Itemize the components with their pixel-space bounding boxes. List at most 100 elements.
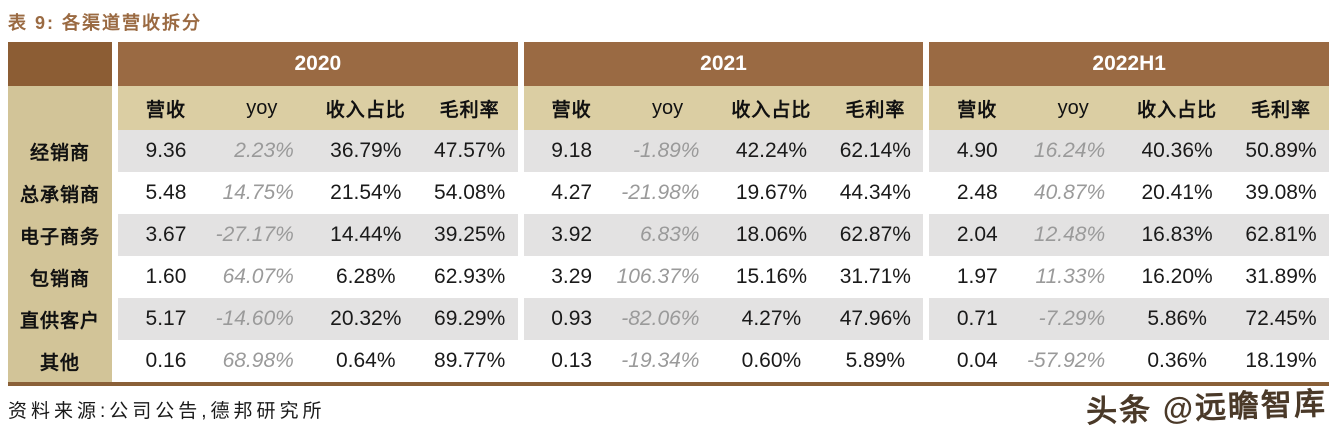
cell-share: 0.60%	[741, 349, 802, 372]
col-header-margin: 毛利率	[845, 99, 906, 121]
page: 表 9: 各渠道营收拆分 2020 2021 2022H1 营收 yoy	[8, 13, 1330, 422]
year-group-2022h1: 2022H1	[929, 42, 1330, 86]
cell-margin: 62.81%	[1245, 223, 1317, 246]
cell-revenue: 1.60	[145, 265, 187, 288]
column-gap	[112, 172, 118, 214]
column-gap	[112, 214, 118, 256]
cell-revenue: 2.04	[956, 223, 998, 246]
cell-share: 42.24%	[735, 139, 808, 162]
table-row: 总承销商 5.48 14.75% 21.54% 54.08% 4.27 -21.…	[8, 172, 1330, 214]
column-gap	[517, 214, 524, 256]
table-caption: 表 9: 各渠道营收拆分	[8, 13, 203, 33]
column-gap	[112, 130, 118, 172]
cell-revenue: 0.13	[551, 349, 593, 372]
cell-margin: 39.08%	[1245, 181, 1317, 204]
row-group-2022h1: 0.04 -57.92% 0.36% 18.19%	[929, 340, 1330, 382]
cell-revenue: 0.04	[956, 349, 998, 372]
cell-share: 16.83%	[1141, 223, 1213, 246]
column-gap	[517, 42, 524, 86]
cell-share: 21.54%	[330, 181, 402, 204]
row-group-2020: 5.17 -14.60% 20.32% 69.29%	[118, 298, 518, 340]
row-label: 经销商	[8, 130, 112, 172]
col-header-revenue: 营收	[551, 99, 592, 121]
cell-revenue: 0.16	[145, 349, 187, 372]
sub-header-row: 营收 yoy 收入占比 毛利率 营收 yoy 收入占比 毛利率 营收 yoy 收…	[8, 86, 1330, 130]
watermark: 头条 @远瞻智库	[1085, 385, 1328, 430]
col-header-share: 收入占比	[731, 99, 812, 121]
column-gap	[923, 298, 930, 340]
row-group-2020: 3.67 -27.17% 14.44% 39.25%	[118, 214, 518, 256]
cell-share: 20.41%	[1141, 181, 1213, 204]
cell-revenue: 3.29	[551, 265, 593, 288]
cell-yoy: 2.23%	[234, 139, 294, 162]
column-gap	[517, 340, 524, 382]
table-row: 经销商 9.36 2.23% 36.79% 47.57% 9.18 -1.89%…	[8, 130, 1330, 172]
cell-margin: 62.93%	[434, 265, 506, 288]
column-gap	[923, 340, 930, 382]
row-label: 包销商	[8, 256, 112, 298]
table-row: 其他 0.16 68.98% 0.64% 89.77% 0.13 -19.34%…	[8, 340, 1330, 382]
cell-revenue: 0.93	[551, 307, 593, 330]
column-gap	[517, 298, 524, 340]
cell-revenue: 1.97	[956, 265, 998, 288]
table-row: 包销商 1.60 64.07% 6.28% 62.93% 3.29 106.37…	[8, 256, 1330, 298]
cell-yoy: -21.98%	[621, 181, 700, 204]
cell-yoy: -27.17%	[215, 223, 294, 246]
sub-headers-2022h1: 营收 yoy 收入占比 毛利率	[929, 86, 1330, 130]
col-header-share: 收入占比	[1137, 99, 1218, 121]
cell-revenue: 3.92	[551, 223, 593, 246]
column-gap	[923, 214, 930, 256]
row-label: 直供客户	[8, 298, 112, 340]
cell-yoy: -82.06%	[621, 307, 700, 330]
row-group-2021: 3.29 106.37% 15.16% 31.71%	[523, 256, 924, 298]
col-header-revenue: 营收	[145, 99, 186, 121]
cell-yoy: 16.24%	[1033, 139, 1106, 162]
cell-revenue: 2.48	[956, 181, 998, 204]
cell-revenue: 9.18	[551, 139, 593, 162]
cell-yoy: 40.87%	[1033, 181, 1106, 204]
row-group-2020: 9.36 2.23% 36.79% 47.57%	[118, 130, 518, 172]
col-header-yoy: yoy	[651, 96, 684, 119]
row-label: 总承销商	[8, 172, 112, 214]
cell-margin: 39.25%	[434, 223, 506, 246]
col-header-margin: 毛利率	[1251, 99, 1312, 121]
column-gap	[517, 130, 524, 172]
cell-yoy: 68.98%	[222, 349, 294, 372]
column-gap	[112, 86, 118, 130]
row-group-2022h1: 0.71 -7.29% 5.86% 72.45%	[929, 298, 1330, 340]
row-label: 电子商务	[8, 214, 112, 256]
cell-margin: 5.89%	[845, 349, 906, 372]
col-header-yoy: yoy	[246, 96, 278, 119]
cell-margin: 47.96%	[839, 307, 911, 330]
row-group-2022h1: 2.04 12.48% 16.83% 62.81%	[929, 214, 1330, 256]
column-gap	[517, 86, 524, 130]
row-group-2022h1: 4.90 16.24% 40.36% 50.89%	[929, 130, 1330, 172]
cell-revenue: 4.90	[956, 139, 998, 162]
year-header-row: 2020 2021 2022H1	[8, 42, 1330, 86]
cell-share: 14.44%	[330, 223, 402, 246]
cell-yoy: 64.07%	[222, 265, 294, 288]
cell-margin: 31.71%	[839, 265, 911, 288]
cell-share: 20.32%	[330, 307, 402, 330]
cell-margin: 44.34%	[839, 181, 911, 204]
cell-share: 15.16%	[735, 265, 808, 288]
cell-yoy: 11.33%	[1035, 265, 1106, 288]
row-group-2021: 0.93 -82.06% 4.27% 47.96%	[523, 298, 924, 340]
column-gap	[517, 256, 524, 298]
cell-revenue: 5.48	[145, 181, 187, 204]
col-header-revenue: 营收	[957, 99, 998, 121]
row-group-2021: 9.18 -1.89% 42.24% 62.14%	[523, 130, 924, 172]
column-gap	[923, 256, 930, 298]
cell-margin: 31.89%	[1245, 265, 1317, 288]
cell-yoy: 14.75%	[222, 181, 294, 204]
row-group-2022h1: 2.48 40.87% 20.41% 39.08%	[929, 172, 1330, 214]
year-header-2022h1: 2022H1	[929, 42, 1330, 86]
cell-margin: 47.57%	[434, 139, 506, 162]
cell-margin: 18.19%	[1245, 349, 1317, 372]
cell-revenue: 3.67	[145, 223, 187, 246]
cell-share: 5.86%	[1147, 307, 1207, 330]
row-group-2020: 0.16 68.98% 0.64% 89.77%	[118, 340, 518, 382]
cell-revenue: 5.17	[145, 307, 187, 330]
cell-share: 16.20%	[1141, 265, 1213, 288]
cell-yoy: 6.83%	[639, 223, 700, 246]
